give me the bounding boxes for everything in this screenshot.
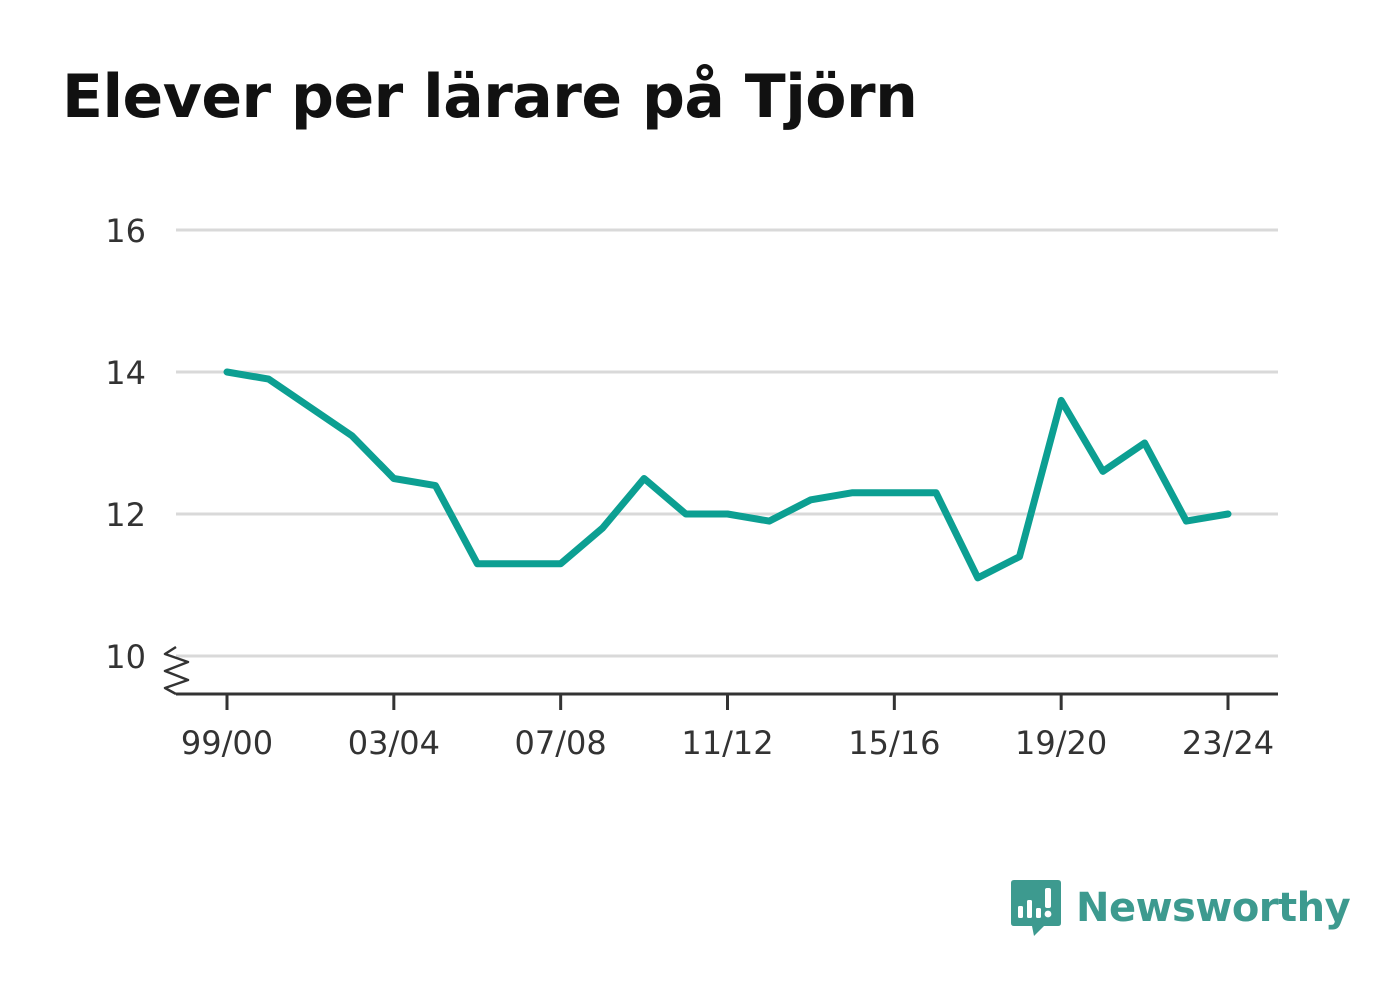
x-tick-label: 03/04	[348, 724, 440, 762]
gridlines	[176, 228, 1278, 658]
y-axis-tick-labels: 10 12 14 16	[105, 212, 146, 676]
x-tick-label: 11/12	[681, 724, 773, 762]
newsworthy-logo-icon	[1011, 880, 1061, 936]
x-tick-label: 19/20	[1015, 724, 1107, 762]
x-tick-label: 23/24	[1182, 724, 1274, 762]
y-tick-label: 10	[105, 638, 146, 676]
axis-break-icon	[163, 645, 190, 696]
chart-title: Elever per lärare på Tjörn	[62, 62, 918, 132]
x-axis-ticks: 99/00 03/04 07/08 11/12 15/16 19/20 23/24	[181, 694, 1274, 762]
brand-logo: Newsworthy	[1010, 878, 1351, 938]
y-tick-label: 14	[105, 354, 146, 392]
x-tick-label: 99/00	[181, 724, 273, 762]
y-tick-label: 16	[105, 212, 146, 250]
x-tick-label: 07/08	[515, 724, 607, 762]
brand-name: Newsworthy	[1076, 885, 1351, 931]
y-tick-label: 12	[105, 496, 146, 534]
x-tick-label: 15/16	[848, 724, 940, 762]
series-line	[223, 368, 1232, 582]
